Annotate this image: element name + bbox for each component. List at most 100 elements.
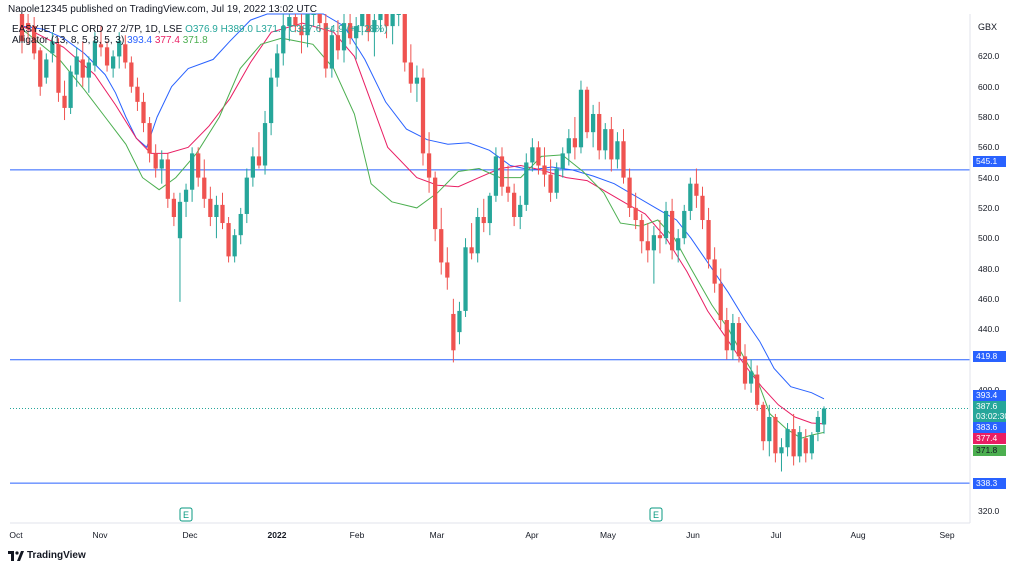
candle-body bbox=[451, 313, 456, 351]
candle-body bbox=[481, 216, 486, 224]
candle-body bbox=[457, 310, 462, 333]
y-tick-label: 560.0 bbox=[978, 142, 1000, 153]
y-tick-label: 600.0 bbox=[978, 81, 1000, 92]
candle-body bbox=[183, 189, 189, 202]
candle-body bbox=[493, 156, 499, 196]
candle-body bbox=[706, 220, 711, 260]
candle-body bbox=[56, 44, 61, 93]
alligator-label: Alligator (13, 8, 5, 8, 5, 3) bbox=[12, 35, 125, 46]
candle-body bbox=[323, 23, 328, 69]
candle-body bbox=[639, 220, 644, 242]
candle-body bbox=[208, 198, 213, 217]
candle-body bbox=[38, 50, 43, 87]
y-tick-label: 540.0 bbox=[978, 172, 1000, 183]
price-badge: 377.4 bbox=[973, 433, 1006, 444]
candle-body bbox=[50, 41, 55, 54]
price-badge: 387.6 bbox=[973, 401, 1006, 412]
candle-body bbox=[809, 435, 814, 454]
candle-body bbox=[536, 147, 541, 166]
candle-body bbox=[347, 23, 353, 39]
candle-body bbox=[275, 53, 280, 78]
candle-body bbox=[615, 141, 620, 160]
candle-body bbox=[657, 235, 663, 239]
y-tick-label: 320.0 bbox=[978, 505, 1000, 516]
y-tick-label: 440.0 bbox=[978, 324, 1000, 335]
candle-body bbox=[755, 374, 760, 405]
candle-body bbox=[779, 447, 784, 454]
candle-body bbox=[651, 235, 657, 251]
x-tick-label: Jun bbox=[686, 530, 700, 540]
candle-body bbox=[165, 159, 170, 199]
candle-body bbox=[293, 17, 298, 27]
x-tick-label: May bbox=[599, 530, 617, 540]
x-tick-label: Feb bbox=[349, 530, 365, 540]
earnings-marker-icon bbox=[649, 507, 663, 522]
candle-body bbox=[724, 320, 729, 351]
candle-body bbox=[676, 238, 681, 251]
tradingview-logo[interactable]: TradingView bbox=[8, 550, 86, 561]
candle-body bbox=[25, 23, 31, 30]
candle-body bbox=[104, 47, 110, 66]
x-tick-label: Sep bbox=[939, 530, 955, 540]
candle-body bbox=[129, 62, 134, 87]
candle-body bbox=[214, 204, 219, 217]
candle-body bbox=[335, 35, 341, 51]
candle-body bbox=[566, 138, 571, 154]
candle-body bbox=[250, 156, 256, 178]
candle-body bbox=[821, 408, 827, 425]
publisher-line: Napole12345 published on TradingView.com… bbox=[8, 4, 317, 15]
candle-body bbox=[19, 14, 25, 42]
ohlc-open: O376.9 bbox=[185, 24, 218, 35]
earnings-marker-letter: E bbox=[183, 510, 189, 520]
candles-group bbox=[19, 14, 827, 472]
x-tick-label: Jul bbox=[770, 530, 782, 540]
candle-body bbox=[463, 247, 468, 311]
candle-body bbox=[621, 141, 626, 178]
y-tick-label: 500.0 bbox=[978, 233, 1000, 244]
candle-body bbox=[299, 26, 304, 36]
candle-body bbox=[688, 183, 693, 211]
candle-body bbox=[682, 210, 687, 239]
candle-body bbox=[366, 14, 371, 33]
candle-body bbox=[590, 113, 596, 133]
ohlc-close: C387.6 bbox=[289, 24, 322, 35]
candle-body bbox=[761, 404, 766, 442]
candle-body bbox=[560, 153, 565, 169]
symbol-title: EASYJET PLC ORD 27 2/7P, 1D, LSE bbox=[12, 24, 183, 35]
candle-body bbox=[232, 235, 237, 257]
candle-body bbox=[524, 162, 529, 205]
candle-body bbox=[202, 177, 207, 199]
candle-body bbox=[718, 283, 723, 321]
candle-body bbox=[548, 174, 553, 193]
candle-body bbox=[645, 241, 650, 251]
earnings-marker-letter: E bbox=[653, 510, 659, 520]
candle-body bbox=[220, 204, 225, 224]
level-price-badge: 545.1 bbox=[973, 156, 1006, 167]
candle-body bbox=[268, 77, 274, 124]
candle-body bbox=[572, 138, 578, 148]
x-tick-label: Mar bbox=[429, 530, 445, 540]
candle-body bbox=[603, 129, 608, 151]
candle-body bbox=[791, 429, 796, 457]
candle-body bbox=[767, 416, 772, 442]
y-tick-label: 460.0 bbox=[978, 293, 1000, 304]
candle-body bbox=[420, 77, 426, 154]
candle-body bbox=[396, 14, 401, 15]
candle-body bbox=[408, 62, 413, 84]
candle-body bbox=[578, 89, 584, 148]
candle-body bbox=[785, 429, 790, 448]
ohlc-low: L371.0 bbox=[255, 24, 287, 35]
candle-body bbox=[68, 71, 73, 108]
candle-body bbox=[433, 177, 438, 230]
candle-body bbox=[98, 44, 104, 48]
candle-body bbox=[171, 198, 177, 217]
price-badge: 383.6 bbox=[973, 422, 1006, 433]
teeth-line-group bbox=[21, 22, 825, 425]
candle-body bbox=[797, 432, 802, 457]
price-badge: 393.4 bbox=[973, 390, 1006, 401]
candle-body bbox=[80, 59, 85, 78]
alligator-jaw-line bbox=[21, 13, 825, 400]
candle-body bbox=[597, 113, 602, 151]
candle-body bbox=[609, 129, 614, 160]
